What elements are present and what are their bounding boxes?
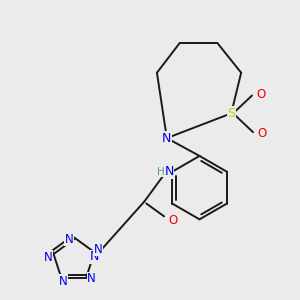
Text: O: O	[168, 214, 178, 227]
Text: H: H	[157, 167, 165, 177]
Text: N: N	[87, 272, 96, 285]
Text: N: N	[90, 250, 100, 263]
Text: S: S	[227, 107, 235, 120]
Text: O: O	[257, 127, 267, 140]
Text: N: N	[164, 165, 174, 178]
Text: N: N	[162, 132, 172, 145]
Text: N: N	[64, 233, 73, 246]
Text: O: O	[256, 88, 266, 101]
Text: N: N	[58, 275, 67, 288]
Text: N: N	[94, 243, 103, 256]
Text: N: N	[44, 251, 52, 264]
